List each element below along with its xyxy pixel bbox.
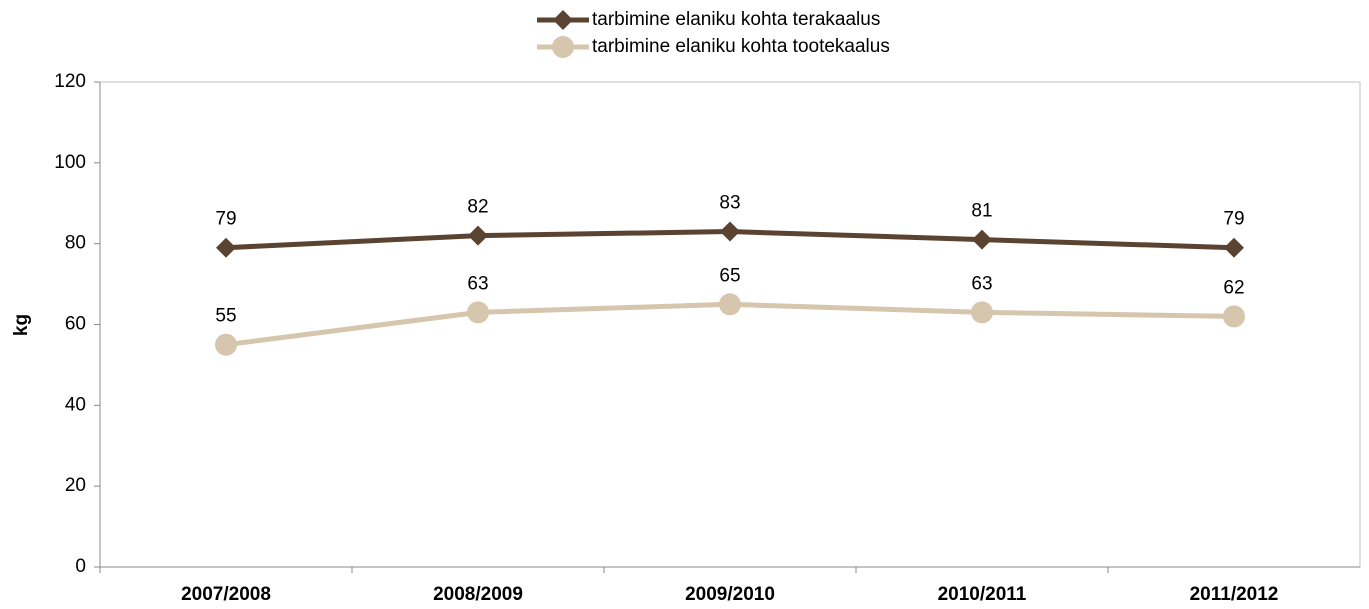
data-point xyxy=(972,229,992,250)
data-label: 79 xyxy=(1223,209,1244,230)
x-tick-label: 2008/2009 xyxy=(433,584,523,605)
y-tick-label: 40 xyxy=(65,394,86,415)
data-point xyxy=(467,301,489,324)
data-label: 81 xyxy=(971,201,992,222)
y-tick-label: 20 xyxy=(65,475,86,496)
data-point xyxy=(719,293,741,316)
y-axis-title: kg xyxy=(11,314,32,336)
data-point xyxy=(468,225,488,246)
x-tick-label: 2007/2008 xyxy=(181,584,271,605)
y-tick-label: 80 xyxy=(65,233,86,254)
data-point xyxy=(1224,237,1244,258)
data-label: 63 xyxy=(467,273,488,294)
data-label: 82 xyxy=(467,197,488,218)
data-label: 55 xyxy=(215,306,236,327)
x-tick-label: 2011/2012 xyxy=(1190,584,1279,605)
data-label: 79 xyxy=(215,209,236,230)
y-tick-label: 100 xyxy=(54,152,86,173)
x-tick-label: 2009/2010 xyxy=(685,584,775,605)
y-tick-label: 60 xyxy=(65,314,86,335)
data-point xyxy=(1223,305,1245,328)
legend-label: tarbimine elaniku kohta terakaalus xyxy=(592,9,880,30)
y-tick-label: 0 xyxy=(75,556,86,577)
y-tick-label: 120 xyxy=(54,71,86,92)
data-point xyxy=(720,221,740,242)
data-label: 83 xyxy=(719,193,740,214)
data-point xyxy=(215,333,237,356)
legend-marker xyxy=(553,10,573,30)
data-label: 65 xyxy=(719,265,740,286)
data-point xyxy=(971,301,993,324)
data-label: 62 xyxy=(1223,277,1244,298)
legend-label: tarbimine elaniku kohta tootekaalus xyxy=(592,36,890,57)
data-point xyxy=(216,237,236,258)
legend-marker xyxy=(552,36,574,58)
plot-area xyxy=(99,81,1361,568)
data-label: 63 xyxy=(971,273,992,294)
x-tick-label: 2010/2011 xyxy=(938,584,1027,605)
